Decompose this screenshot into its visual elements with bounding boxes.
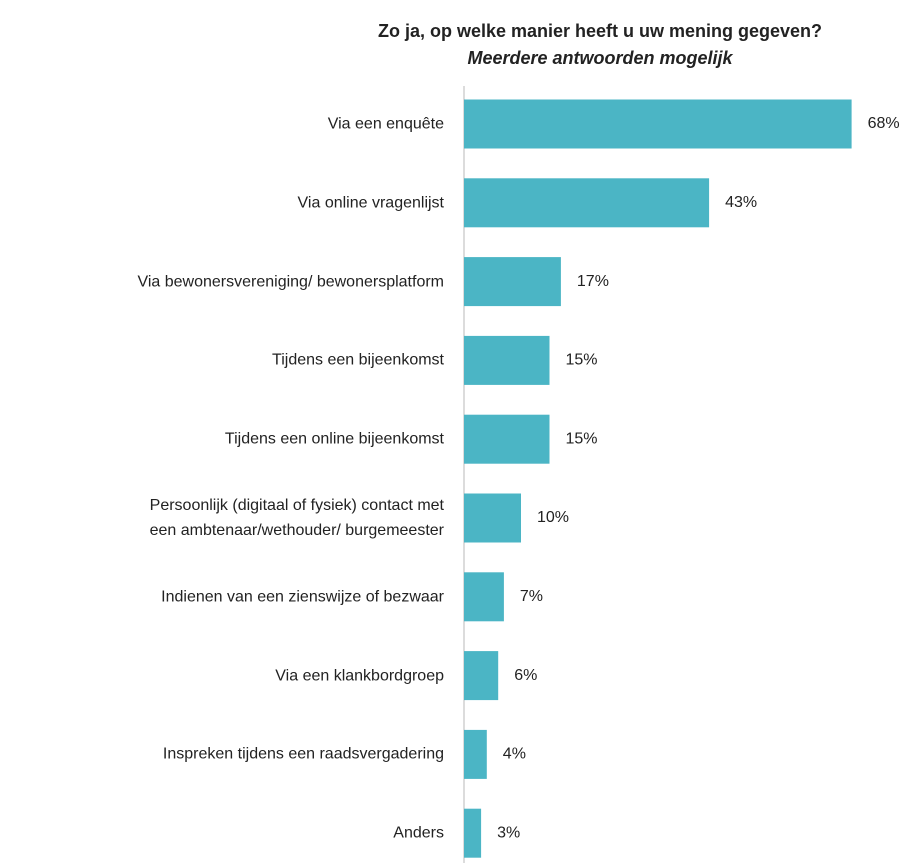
category-label: Tijdens een online bijeenkomst: [224, 430, 444, 448]
bar: [464, 99, 852, 149]
bar: [464, 414, 550, 464]
bar: [464, 808, 482, 858]
category-label: Persoonlijk (digitaal of fysiek) contact…: [149, 497, 444, 539]
bar: [464, 178, 710, 228]
value-label: 43%: [725, 194, 757, 211]
value-label: 17%: [577, 273, 609, 290]
category-label: Via online vragenlijst: [297, 194, 444, 212]
bar: [464, 572, 504, 622]
bar: [464, 335, 550, 385]
value-label: 4%: [503, 746, 526, 763]
category-label: Via een klankbordgroep: [275, 667, 444, 685]
value-label: 10%: [537, 509, 569, 526]
category-label: Indienen van een zienswijze of bezwaar: [161, 588, 444, 606]
value-label: 15%: [566, 430, 598, 447]
category-label: Via een enquête: [327, 115, 444, 133]
chart-subtitle: Meerdere antwoorden mogelijk: [467, 48, 733, 68]
chart-title: Zo ja, op welke manier heeft u uw mening…: [378, 21, 822, 41]
category-label: Via bewonersvereniging/ bewonersplatform: [137, 273, 444, 291]
category-label: Inspreken tijdens een raadsvergadering: [162, 745, 444, 763]
value-label: 6%: [514, 667, 537, 684]
value-label: 3%: [497, 824, 520, 841]
value-label: 7%: [520, 588, 543, 605]
value-label: 68%: [868, 115, 900, 132]
category-label: Tijdens een bijeenkomst: [272, 351, 444, 369]
bar: [464, 729, 487, 779]
bar: [464, 257, 561, 307]
category-label: Anders: [393, 824, 444, 842]
value-label: 15%: [566, 352, 598, 369]
bar: [464, 493, 521, 543]
bar: [464, 651, 499, 701]
